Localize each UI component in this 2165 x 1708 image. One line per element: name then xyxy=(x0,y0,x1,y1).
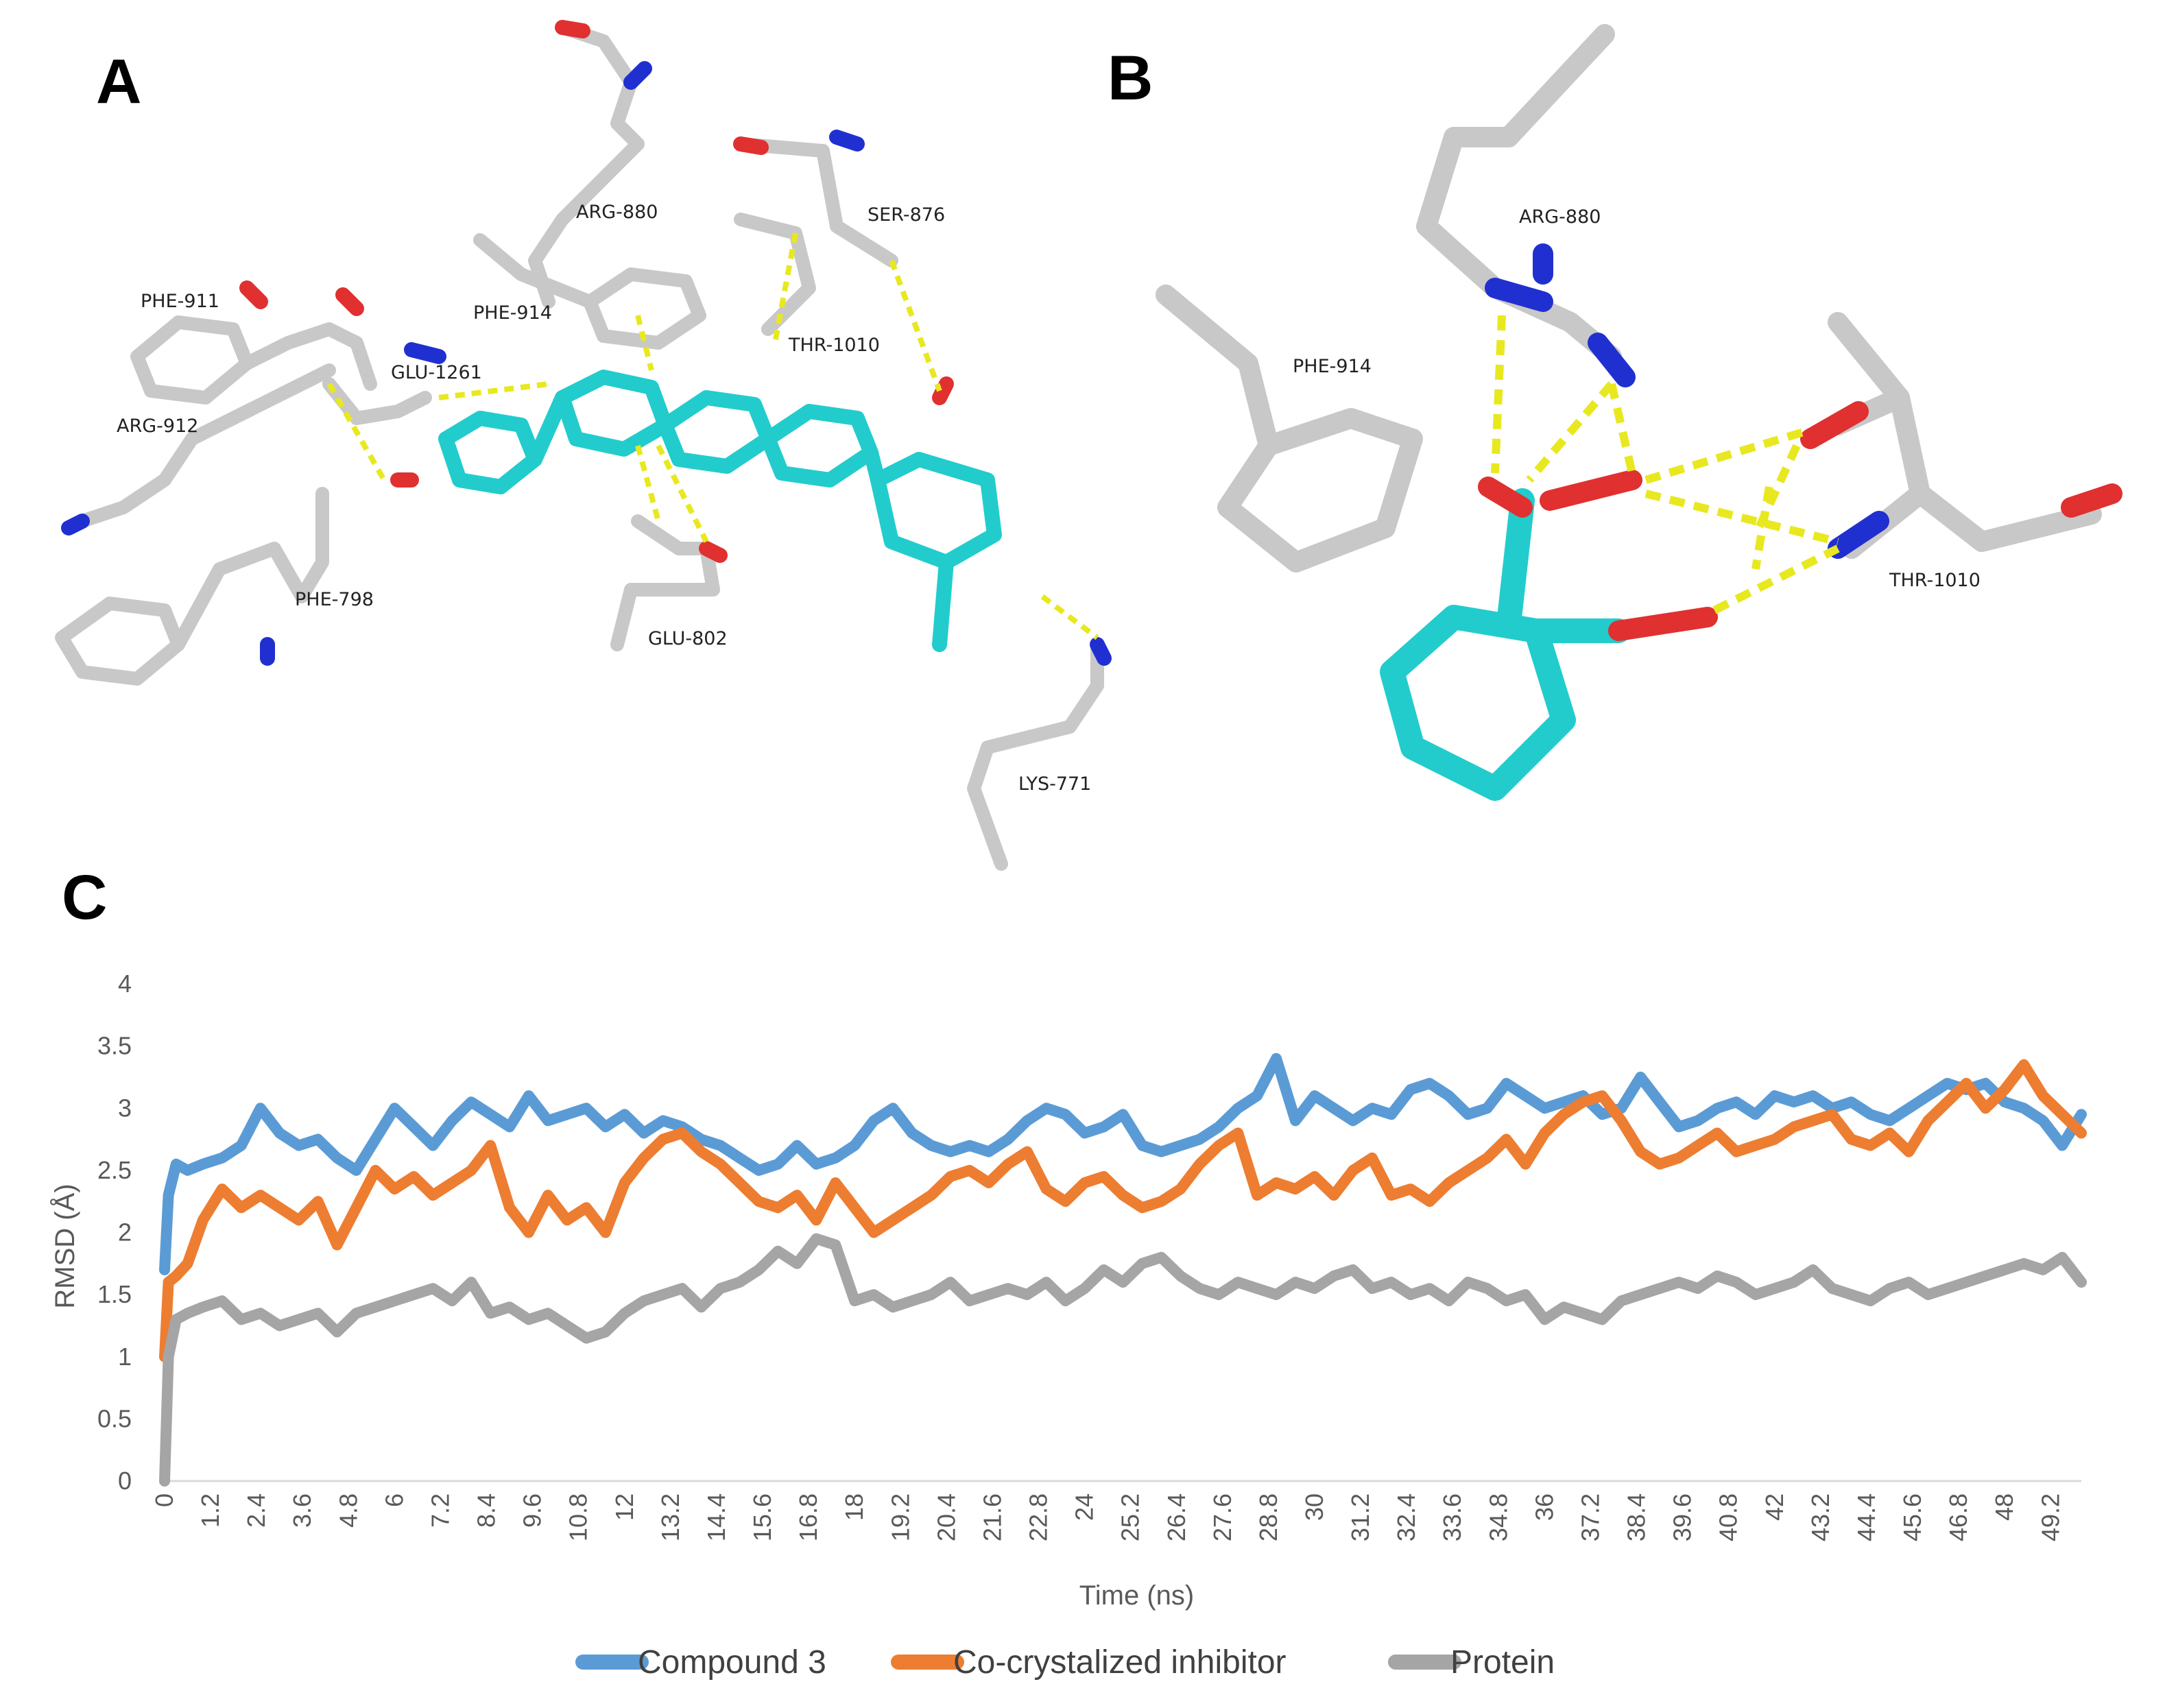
residue-label: LYS-771 xyxy=(1018,773,1091,795)
y-tick-label: 3 xyxy=(118,1094,132,1122)
y-tick-label: 1 xyxy=(118,1343,132,1371)
residue-label: SER-876 xyxy=(868,204,945,226)
x-tick-label: 13.2 xyxy=(656,1493,684,1541)
y-tick-label: 1.5 xyxy=(97,1280,132,1308)
panel-a-label: A xyxy=(96,47,141,117)
x-tick-label: 20.4 xyxy=(932,1493,960,1541)
panel-b-label: B xyxy=(1108,43,1153,113)
y-tick-label: 2.5 xyxy=(97,1156,132,1184)
panel-a: A xyxy=(55,20,1112,871)
x-tick-label: 38.4 xyxy=(1623,1493,1651,1541)
residue-label: ARG-912 xyxy=(117,416,198,437)
x-tick-label: 24 xyxy=(1070,1493,1099,1521)
x-tick-label: 9.6 xyxy=(518,1493,547,1528)
residue-label: THR-1010 xyxy=(788,335,880,356)
panel-b-heteroatoms xyxy=(1478,243,2122,641)
legend-label: Co-crystalized inhibitor xyxy=(953,1644,1287,1681)
residue-label: ARG-880 xyxy=(1519,206,1601,228)
x-tick-label: 15.6 xyxy=(748,1493,776,1541)
x-tick-label: 4.8 xyxy=(334,1493,362,1528)
x-tick-label: 43.2 xyxy=(1806,1493,1834,1541)
x-tick-label: 36 xyxy=(1530,1493,1558,1521)
panel-a-protein-sticks xyxy=(55,21,1104,871)
x-tick-label: 49.2 xyxy=(2036,1493,2064,1541)
series-line-3 xyxy=(159,1233,2087,1487)
residue-label: PHE-798 xyxy=(295,589,374,610)
y-tick-label: 4 xyxy=(118,970,132,998)
panel-c: C 0 0.5 1 1.5 2 2.5 3 3.5 4 0 1.2 2.4 3.6 4.8 6 7.2 8.4 9… xyxy=(49,863,2087,1681)
y-tick-label: 0 xyxy=(118,1467,132,1495)
residue-label: GLU-802 xyxy=(648,628,728,649)
x-tick-label: 34.8 xyxy=(1484,1493,1512,1541)
x-tick-label: 10.8 xyxy=(564,1493,593,1541)
y-axis-title: RMSD (Å) xyxy=(49,1183,80,1308)
x-tick-label: 14.4 xyxy=(702,1493,730,1541)
x-tick-label: 8.4 xyxy=(473,1493,501,1528)
x-tick-label: 37.2 xyxy=(1576,1493,1604,1541)
y-tick-label: 0.5 xyxy=(97,1404,132,1432)
panel-b-residue-labels: ARG-880 PHE-914 THR-1010 xyxy=(1293,206,1981,591)
x-tick-label: 7.2 xyxy=(426,1493,454,1528)
panel-b-hbonds xyxy=(1491,315,1840,614)
x-tick-label: 12 xyxy=(610,1493,638,1521)
legend-label: Compound 3 xyxy=(638,1644,826,1681)
residue-label: GLU-1261 xyxy=(391,362,482,383)
x-tick-label: 30 xyxy=(1300,1493,1328,1521)
x-tick-label: 32.4 xyxy=(1392,1493,1420,1541)
x-tick-label: 26.4 xyxy=(1162,1493,1191,1541)
series-line-2 xyxy=(159,1059,2087,1362)
x-tick-label: 19.2 xyxy=(886,1493,914,1541)
panel-b-ligand xyxy=(1380,488,1631,801)
x-tick-label: 27.6 xyxy=(1208,1493,1236,1541)
panel-a-heteroatoms xyxy=(61,20,1112,666)
x-tick-label: 40.8 xyxy=(1714,1493,1743,1541)
x-tick-label: 25.2 xyxy=(1116,1493,1145,1541)
panel-c-label: C xyxy=(62,863,107,933)
residue-label: PHE-914 xyxy=(473,302,552,324)
panel-a-residue-labels: ARG-880 SER-876 PHE-911 PHE-914 THR-1010… xyxy=(117,202,1091,795)
panel-b: B xyxy=(1108,24,2122,801)
x-tick-label: 22.8 xyxy=(1025,1493,1053,1541)
x-tick-label: 2.4 xyxy=(242,1493,270,1528)
x-tick-label: 1.2 xyxy=(196,1493,224,1528)
x-tick-label: 33.6 xyxy=(1438,1493,1466,1541)
x-tick-label: 0 xyxy=(150,1493,178,1507)
x-tick-label: 6 xyxy=(380,1493,408,1507)
rmsd-chart: 0 0.5 1 1.5 2 2.5 3 3.5 4 0 1.2 2.4 3.6 4.8 6 7.2 8.4 9.6… xyxy=(49,970,2087,1681)
x-tick-label: 31.2 xyxy=(1346,1493,1374,1541)
x-tick-label: 42 xyxy=(1760,1493,1789,1521)
x-tick-label: 21.6 xyxy=(978,1493,1006,1541)
series-line-1 xyxy=(159,1053,2087,1275)
residue-label: PHE-911 xyxy=(141,291,219,312)
x-tick-label: 45.6 xyxy=(1898,1493,1926,1541)
x-axis-title: Time (ns) xyxy=(1079,1580,1194,1611)
residue-label: THR-1010 xyxy=(1889,570,1981,591)
x-tick-label: 16.8 xyxy=(794,1493,822,1541)
x-tick-label: 46.8 xyxy=(1944,1493,1972,1541)
panel-a-ligand xyxy=(438,370,1002,652)
y-tick-label: 2 xyxy=(118,1218,132,1247)
x-tick-label: 28.8 xyxy=(1254,1493,1282,1541)
residue-label: PHE-914 xyxy=(1293,356,1372,377)
y-tick-label: 3.5 xyxy=(97,1032,132,1060)
panel-a-hbonds xyxy=(326,232,1099,640)
legend-label: Protein xyxy=(1450,1644,1555,1681)
x-tick-label: 18 xyxy=(840,1493,868,1521)
x-tick-label: 44.4 xyxy=(1852,1493,1880,1541)
x-tick-label: 3.6 xyxy=(288,1493,316,1528)
x-tick-label: 39.6 xyxy=(1668,1493,1697,1541)
x-tick-label: 48 xyxy=(1990,1493,2018,1521)
residue-label: ARG-880 xyxy=(576,202,658,223)
